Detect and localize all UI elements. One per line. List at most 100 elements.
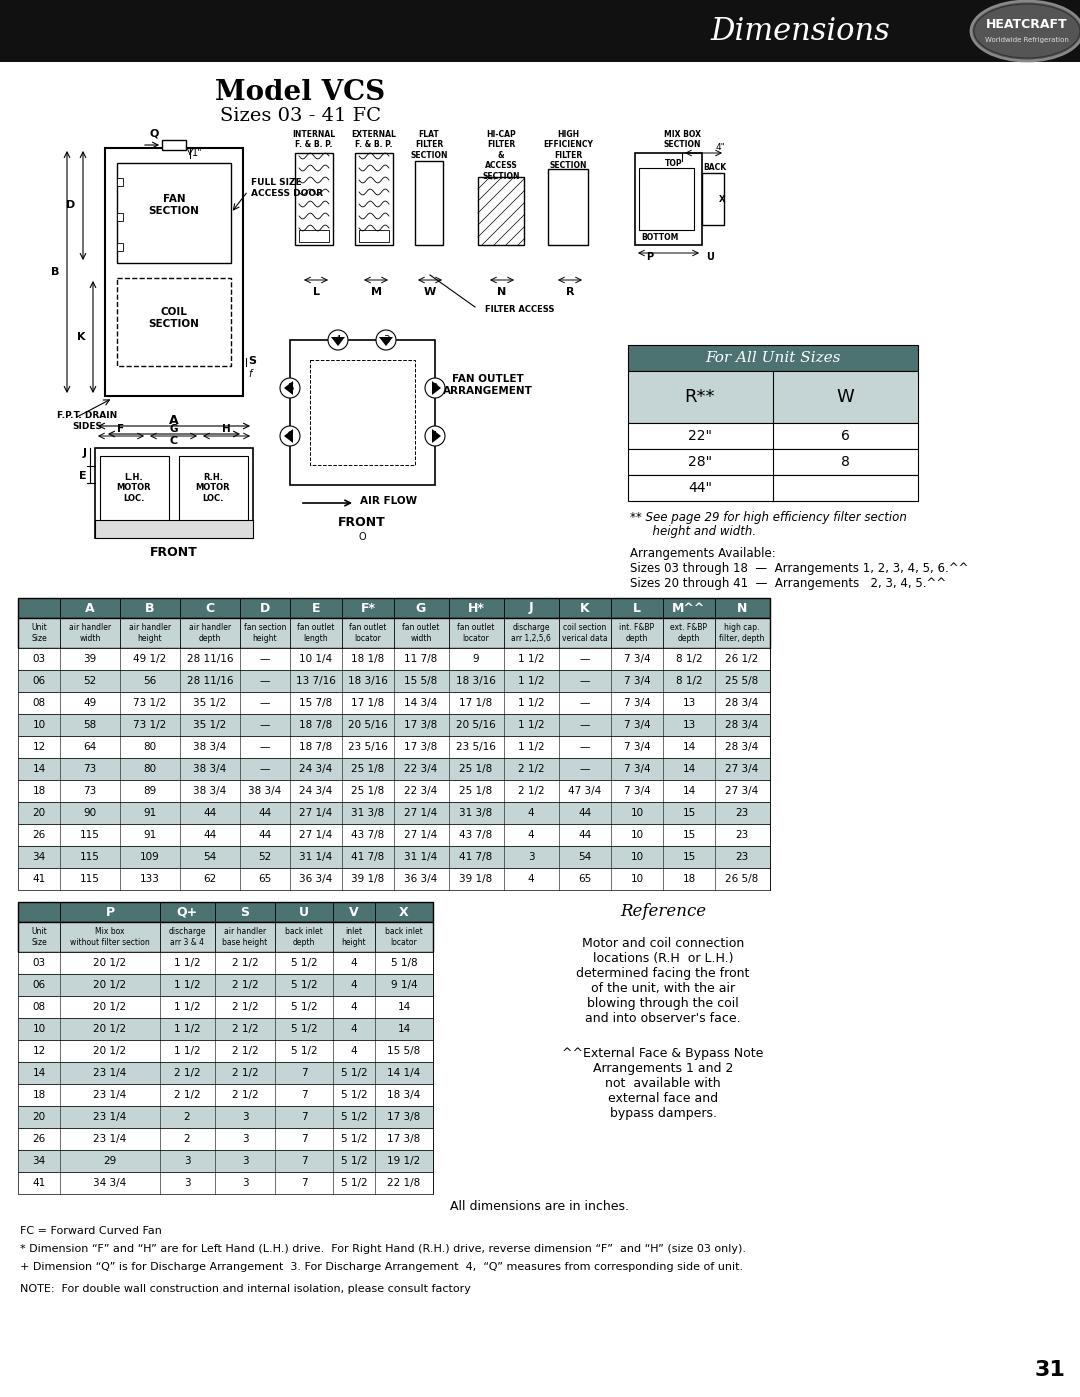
Text: 27 1/4: 27 1/4	[299, 807, 333, 819]
Text: + Dimension “Q” is for Discharge Arrangement  3. For Discharge Arrangement  4,  : + Dimension “Q” is for Discharge Arrange…	[21, 1261, 743, 1273]
Text: 39: 39	[83, 654, 96, 664]
Text: 1 1/2: 1 1/2	[517, 676, 544, 686]
Text: Arrangements Available:
Sizes 03 through 18  —  Arrangements 1, 2, 3, 4, 5, 6.^^: Arrangements Available: Sizes 03 through…	[630, 548, 969, 590]
Text: 52: 52	[258, 852, 272, 862]
Text: 10: 10	[631, 852, 644, 862]
Text: 36 3/4: 36 3/4	[404, 875, 437, 884]
Bar	[478, 177, 524, 244]
Text: 2 1/2: 2 1/2	[174, 1067, 200, 1078]
Text: U: U	[706, 251, 714, 263]
Bar	[18, 902, 433, 922]
Text: 5 1/2: 5 1/2	[291, 1046, 318, 1056]
Text: —: —	[580, 698, 590, 708]
Text: 25 1/8: 25 1/8	[351, 764, 384, 774]
Text: 17 3/8: 17 3/8	[388, 1112, 420, 1122]
Text: 4: 4	[528, 875, 535, 884]
Polygon shape	[432, 381, 441, 395]
Text: 5 1/2: 5 1/2	[291, 981, 318, 990]
Text: inlet
height: inlet height	[341, 928, 366, 947]
Text: 44: 44	[203, 830, 217, 840]
Bar	[627, 423, 918, 448]
Text: 3: 3	[242, 1178, 248, 1187]
Circle shape	[426, 379, 445, 398]
Text: coil section
verical data: coil section verical data	[563, 623, 608, 643]
Text: 10 1/4: 10 1/4	[299, 654, 333, 664]
Text: 15: 15	[683, 807, 696, 819]
Text: P: P	[647, 251, 653, 263]
Text: ^^External Face & Bypass Note
Arrangements 1 and 2
not  available with
external : ^^External Face & Bypass Note Arrangemen…	[563, 1046, 764, 1120]
Bar	[18, 847, 770, 868]
Text: FULL SIZE
ACCESS DOOR: FULL SIZE ACCESS DOOR	[251, 179, 323, 198]
Text: 5 1/2: 5 1/2	[291, 958, 318, 968]
Text: 5 1/2: 5 1/2	[291, 1002, 318, 1011]
Text: L: L	[312, 286, 320, 298]
Text: 11 7/8: 11 7/8	[404, 654, 437, 664]
Text: FILTER ACCESS: FILTER ACCESS	[485, 306, 554, 314]
Bar	[18, 1039, 433, 1062]
Bar	[291, 339, 435, 485]
Text: 2 1/2: 2 1/2	[232, 981, 258, 990]
Text: 18: 18	[32, 787, 45, 796]
Text: 91: 91	[144, 807, 157, 819]
Text: 22 3/4: 22 3/4	[404, 787, 437, 796]
Text: 14 1/4: 14 1/4	[388, 1067, 420, 1078]
Bar	[162, 140, 186, 149]
Bar	[18, 802, 770, 824]
Text: 5 1/8: 5 1/8	[391, 958, 417, 968]
Text: 54: 54	[203, 852, 217, 862]
Text: 2: 2	[184, 1112, 190, 1122]
Text: discharge
arr 1,2,5,6: discharge arr 1,2,5,6	[511, 623, 551, 643]
Text: 44: 44	[258, 830, 272, 840]
Text: 4: 4	[528, 807, 535, 819]
Text: 2 1/2: 2 1/2	[232, 958, 258, 968]
Bar	[18, 780, 770, 802]
Text: HIGH
EFFICIENCY
FILTER
SECTION: HIGH EFFICIENCY FILTER SECTION	[543, 130, 593, 170]
Text: 15 5/8: 15 5/8	[388, 1046, 420, 1056]
Bar	[18, 648, 770, 671]
Text: —: —	[260, 676, 270, 686]
Text: C: C	[170, 436, 178, 446]
Text: 17 1/8: 17 1/8	[459, 698, 492, 708]
Text: 26 5/8: 26 5/8	[726, 875, 758, 884]
Text: HI-CAP
FILTER
&
ACCESS
SECTION: HI-CAP FILTER & ACCESS SECTION	[483, 130, 519, 180]
Text: high cap.
filter, depth: high cap. filter, depth	[719, 623, 765, 643]
Text: R.H.
MOTOR
LOC.: R.H. MOTOR LOC.	[195, 474, 230, 503]
Text: FAN
SECTION: FAN SECTION	[149, 194, 200, 215]
Bar	[117, 278, 231, 366]
Text: 23 1/4: 23 1/4	[93, 1112, 126, 1122]
Text: K: K	[77, 332, 85, 342]
Text: 3: 3	[382, 335, 389, 345]
Text: O: O	[359, 532, 366, 542]
Text: 14: 14	[32, 764, 45, 774]
Text: S: S	[248, 356, 256, 366]
Text: 4: 4	[351, 1024, 357, 1034]
Text: 28 11/16: 28 11/16	[187, 676, 233, 686]
Text: 14: 14	[397, 1002, 410, 1011]
Text: 1 1/2: 1 1/2	[174, 1024, 200, 1034]
Bar	[702, 173, 724, 225]
Bar	[117, 212, 123, 221]
Text: 38 3/4: 38 3/4	[193, 764, 227, 774]
Text: 14: 14	[32, 1067, 45, 1078]
Text: 18: 18	[32, 1090, 45, 1099]
Text: M^^: M^^	[673, 602, 705, 615]
Text: 65: 65	[579, 875, 592, 884]
Text: W: W	[836, 388, 854, 407]
Bar	[18, 598, 770, 617]
Text: W: W	[423, 286, 436, 298]
Text: 5 1/2: 5 1/2	[340, 1155, 367, 1166]
Text: 4: 4	[351, 958, 357, 968]
Bar	[18, 1084, 433, 1106]
Text: 49: 49	[83, 698, 96, 708]
Text: 13 7/16: 13 7/16	[296, 676, 336, 686]
Text: 31 3/8: 31 3/8	[351, 807, 384, 819]
Text: NOTE:  For double wall construction and internal isolation, please consult facto: NOTE: For double wall construction and i…	[21, 1284, 471, 1294]
Text: 2 1/2: 2 1/2	[232, 1024, 258, 1034]
Text: 03: 03	[32, 654, 45, 664]
Text: 62: 62	[203, 875, 217, 884]
Text: L: L	[633, 602, 642, 615]
Text: Unit
Size: Unit Size	[31, 928, 46, 947]
Text: 1 1/2: 1 1/2	[174, 1002, 200, 1011]
Text: E: E	[79, 471, 87, 481]
Text: fan outlet
length: fan outlet length	[297, 623, 335, 643]
